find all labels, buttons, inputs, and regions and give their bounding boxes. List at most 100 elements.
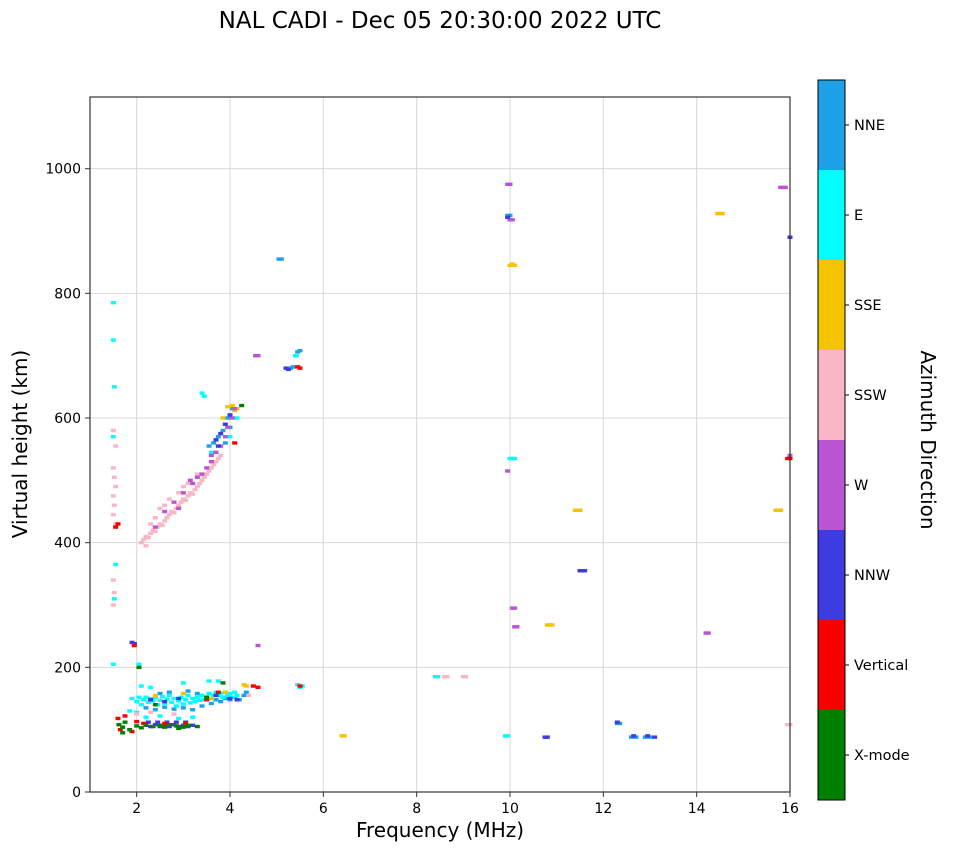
echo-point <box>250 684 256 688</box>
colorbar-tick-label: NNW <box>854 568 890 584</box>
echo-point <box>148 685 154 689</box>
echo-point <box>199 478 205 483</box>
echo-point <box>134 699 140 704</box>
echo-point <box>278 257 284 261</box>
echo-point <box>143 715 149 719</box>
echo-point <box>120 725 126 729</box>
echo-point <box>197 481 203 486</box>
echo-point <box>225 405 231 409</box>
echo-point <box>110 512 116 517</box>
echo-point <box>215 456 221 461</box>
echo-point <box>785 456 791 461</box>
echo-point <box>173 704 179 708</box>
echo-point <box>225 425 231 430</box>
echo-point <box>176 699 182 703</box>
echo-point <box>113 562 119 567</box>
echo-point <box>152 695 158 699</box>
echo-point <box>227 435 233 439</box>
echo-point <box>201 394 207 398</box>
echo-point <box>110 435 116 439</box>
x-tick-label: 2 <box>132 801 141 817</box>
echo-point <box>204 698 210 702</box>
colorbar-tick-label: X-mode <box>854 748 910 764</box>
echo-point <box>507 213 513 218</box>
echo-point <box>227 691 233 696</box>
colorbar-segment <box>818 620 845 710</box>
echo-point <box>162 721 168 726</box>
echo-point <box>111 385 117 389</box>
echo-point <box>507 182 513 186</box>
echo-point <box>111 590 117 595</box>
y-tick-label: 1000 <box>45 162 81 178</box>
echo-point <box>162 519 168 523</box>
echo-point <box>111 475 117 479</box>
echo-point <box>215 690 221 694</box>
y-tick-label: 200 <box>54 660 81 676</box>
echo-point <box>173 720 179 724</box>
echo-point <box>192 699 198 704</box>
echo-point <box>152 693 158 698</box>
echo-point <box>213 438 219 442</box>
echo-point <box>208 453 214 458</box>
echo-point <box>220 681 226 685</box>
echo-point <box>157 723 163 728</box>
echo-point <box>232 408 238 413</box>
echo-point <box>111 503 117 507</box>
echo-point <box>134 712 140 716</box>
echo-point <box>122 720 128 724</box>
colorbar-tick-label: Vertical <box>854 658 908 674</box>
echo-point <box>295 350 301 354</box>
echo-point <box>227 413 233 417</box>
echo-point <box>150 724 156 729</box>
echo-point <box>512 606 518 610</box>
echo-point <box>116 722 122 727</box>
echo-point <box>199 472 205 476</box>
echo-point <box>169 700 175 704</box>
echo-point <box>206 691 212 696</box>
echo-point <box>185 494 191 498</box>
echo-point <box>157 714 163 718</box>
echo-point <box>206 444 212 448</box>
echo-point <box>220 428 226 433</box>
echo-point <box>166 512 172 517</box>
echo-point <box>206 679 212 683</box>
echo-point <box>194 472 200 476</box>
axis-ticks: 2 4 6 8 10 12 14 16 0 200 400 600 800 1000 <box>45 162 799 817</box>
colorbar-segment <box>818 260 845 350</box>
echo-point <box>218 431 224 436</box>
echo-point <box>143 722 149 727</box>
echo-point <box>185 481 191 486</box>
echo-point <box>110 300 116 305</box>
echo-point <box>110 338 116 342</box>
echo-point <box>166 724 172 729</box>
echo-point <box>127 709 133 713</box>
echo-point <box>232 406 238 411</box>
echo-point <box>444 674 450 679</box>
y-tick-label: 0 <box>72 785 81 801</box>
echo-point <box>183 721 189 726</box>
echo-point <box>117 727 123 732</box>
echo-point <box>208 459 214 464</box>
echo-point <box>171 707 177 711</box>
echo-point <box>187 478 193 483</box>
echo-point <box>127 727 133 732</box>
echo-point <box>138 684 144 688</box>
echo-point <box>134 719 140 724</box>
echo-point <box>176 696 182 701</box>
echo-point <box>225 416 231 420</box>
colorbar-segment <box>818 530 845 620</box>
echo-point <box>185 693 191 698</box>
echo-point <box>239 403 245 408</box>
echo-point <box>110 428 116 433</box>
echo-point <box>199 391 205 395</box>
echo-point <box>243 690 249 694</box>
echo-point <box>208 450 214 454</box>
echo-point <box>255 643 261 648</box>
echo-point <box>778 508 784 512</box>
echo-point <box>164 516 170 520</box>
echo-point <box>246 693 252 698</box>
echo-point <box>215 435 221 439</box>
x-tick-label: 14 <box>688 801 706 817</box>
x-axis-label: Frequency (MHz) <box>355 818 525 842</box>
